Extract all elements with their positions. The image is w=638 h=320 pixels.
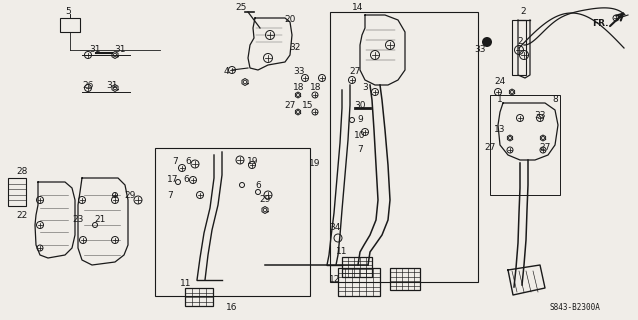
Text: 24: 24 <box>494 77 506 86</box>
Text: 23: 23 <box>72 215 84 225</box>
Text: 11: 11 <box>336 247 348 257</box>
Text: 31: 31 <box>89 45 101 54</box>
Text: 19: 19 <box>309 158 321 167</box>
Text: 15: 15 <box>302 100 314 109</box>
Text: 7: 7 <box>357 146 363 155</box>
Text: 18: 18 <box>310 84 322 92</box>
Text: 17: 17 <box>167 175 179 185</box>
Text: 6: 6 <box>255 180 261 189</box>
Text: 4: 4 <box>223 68 229 76</box>
Text: 33: 33 <box>293 68 305 76</box>
Bar <box>512 20 526 75</box>
Text: 16: 16 <box>226 303 238 313</box>
Text: 25: 25 <box>235 4 247 12</box>
Text: 9: 9 <box>357 116 363 124</box>
Text: 27: 27 <box>350 68 360 76</box>
Text: 34: 34 <box>329 223 341 233</box>
Text: 26: 26 <box>82 81 94 90</box>
Text: 7: 7 <box>172 157 178 166</box>
Text: 33: 33 <box>534 110 545 119</box>
Bar <box>60 18 80 32</box>
Text: 11: 11 <box>181 279 192 289</box>
Text: 2: 2 <box>520 7 526 17</box>
Bar <box>390 268 420 290</box>
Text: 32: 32 <box>289 44 300 52</box>
Text: 27: 27 <box>285 100 295 109</box>
Text: 14: 14 <box>352 3 364 12</box>
Bar <box>490 95 560 195</box>
Text: 19: 19 <box>248 157 259 166</box>
Text: 5: 5 <box>65 7 71 17</box>
Text: 6: 6 <box>183 175 189 185</box>
Text: 29: 29 <box>124 190 136 199</box>
Text: S843-B2300A: S843-B2300A <box>549 303 600 313</box>
Text: 7: 7 <box>167 190 173 199</box>
Text: 12: 12 <box>329 276 341 284</box>
Bar <box>155 148 310 296</box>
Text: 27: 27 <box>484 143 496 153</box>
Circle shape <box>482 37 492 47</box>
Text: 13: 13 <box>494 125 506 134</box>
Text: 3: 3 <box>362 84 368 92</box>
Text: 2: 2 <box>517 37 523 46</box>
Bar <box>342 257 372 277</box>
Text: FR.: FR. <box>592 19 608 28</box>
Text: 20: 20 <box>285 15 295 25</box>
Text: 27: 27 <box>539 143 551 153</box>
Text: 18: 18 <box>293 84 305 92</box>
Bar <box>330 12 478 282</box>
Text: 33: 33 <box>474 45 486 54</box>
Text: 6: 6 <box>185 157 191 166</box>
Text: 10: 10 <box>354 131 366 140</box>
Text: 21: 21 <box>94 215 106 225</box>
Text: 29: 29 <box>259 196 271 204</box>
Text: 31: 31 <box>107 81 118 90</box>
Text: 22: 22 <box>17 211 27 220</box>
Text: 28: 28 <box>17 167 27 177</box>
Bar <box>8 178 26 206</box>
Bar <box>338 268 380 296</box>
Text: 8: 8 <box>552 95 558 105</box>
Bar <box>185 288 213 306</box>
Text: 30: 30 <box>354 100 366 109</box>
Text: 1: 1 <box>497 95 503 105</box>
Text: 31: 31 <box>114 45 126 54</box>
